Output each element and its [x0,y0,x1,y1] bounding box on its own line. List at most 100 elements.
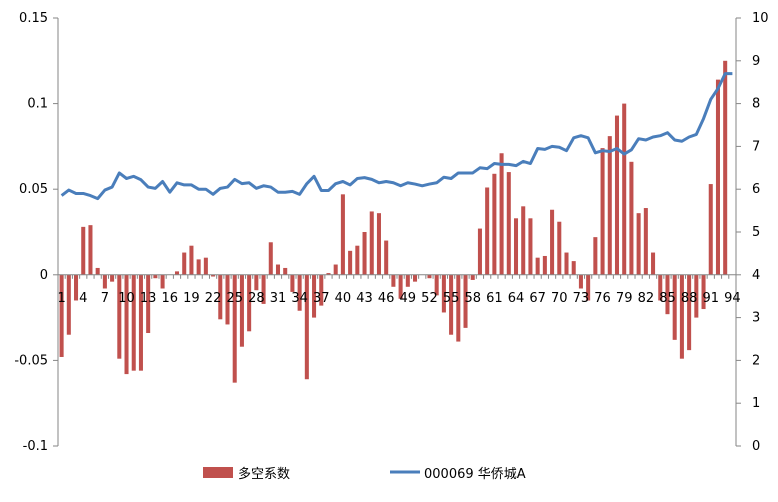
bar [376,213,381,275]
x-tick-label: 43 [356,291,373,306]
price-line [60,72,733,201]
bar [550,209,555,275]
axes [57,18,737,446]
bar [542,255,547,275]
bar [312,274,317,318]
x-tick-label: 31 [270,291,287,306]
bar [521,206,526,275]
bar [174,271,180,275]
bar [348,250,353,275]
bar [571,261,576,275]
bar [362,232,367,275]
x-tick-label: 91 [702,291,719,306]
x-tick-label: 46 [378,291,395,306]
bar [102,274,107,289]
x-axis-ticks: 1 4 7 10 13 16 19 22 25 28 31 34 37 40 43 46 49 52 55 58 61 6… [57,274,741,306]
x-tick-label: 37 [313,291,330,306]
bar [651,252,656,275]
bar [463,274,468,328]
bar [290,274,295,292]
bar [586,274,591,301]
bar [614,115,620,275]
bar [146,274,151,334]
bar [715,79,720,275]
bar [658,274,663,301]
bar [160,274,165,289]
right-tick-label: 3 [752,311,760,326]
bar [74,274,79,301]
right-tick-label: 8 [752,97,760,112]
bar [138,274,143,371]
bar [297,274,302,311]
bar [643,208,648,275]
bar [95,267,100,275]
left-tick-label: 0.05 [19,182,48,197]
x-tick-label: 16 [162,291,179,306]
x-tick-label: 64 [508,291,525,306]
bar [283,267,288,275]
x-tick-label: 79 [616,291,633,306]
bar [413,274,418,282]
bar [218,274,223,320]
bar [232,274,237,383]
x-tick-label: 4 [79,291,87,306]
bar [506,172,511,275]
bar [687,274,692,351]
bar [182,252,187,275]
bar [196,259,201,275]
bar [535,257,540,275]
bar [600,148,605,275]
bar [110,274,115,282]
x-tick-label: 40 [335,291,352,306]
bar [441,274,446,313]
x-tick-label: 28 [248,291,265,306]
right-tick-label: 2 [752,353,760,368]
bar [564,252,569,275]
left-tick-label: -0.05 [14,353,48,368]
bar [513,218,519,275]
bar [492,173,497,275]
bar [304,274,309,380]
bar [723,60,728,275]
bar [247,274,252,332]
right-tick-label: 9 [752,54,760,69]
bar [636,213,641,275]
x-tick-label: 19 [183,291,200,306]
bar [275,264,281,275]
right-tick-label: 10 [752,11,769,26]
bar [398,274,403,299]
x-tick-label: 82 [638,291,655,306]
x-tick-label: 94 [724,291,741,306]
x-tick-label: 73 [573,291,590,306]
left-tick-label: 0.15 [19,11,48,26]
bar [384,240,389,275]
bar [391,274,396,287]
x-tick-label: 58 [464,291,481,306]
bar [485,187,490,275]
bar [427,274,432,279]
left-tick-label: -0.1 [23,439,48,454]
bar [622,103,627,275]
bar [477,228,482,275]
left-axis-ticks: -0.1 -0.05 0 0.05 0.1 0.15 [14,11,58,454]
right-tick-label: 7 [752,139,760,154]
bar [131,274,136,371]
bar [665,274,670,315]
bar [470,274,475,280]
x-tick-label: 55 [443,291,460,306]
bar [268,242,273,275]
bar [261,274,266,304]
bar [694,274,699,318]
x-tick-label: 22 [205,291,222,306]
x-tick-label: 13 [140,291,157,306]
bar-series [59,60,735,383]
x-tick-label: 70 [551,291,568,306]
bar [319,274,324,306]
bar [254,274,259,291]
left-tick-label: 0.1 [27,97,48,112]
bar [629,161,634,275]
bar [88,225,93,275]
bar [333,264,338,275]
bar [578,274,583,289]
